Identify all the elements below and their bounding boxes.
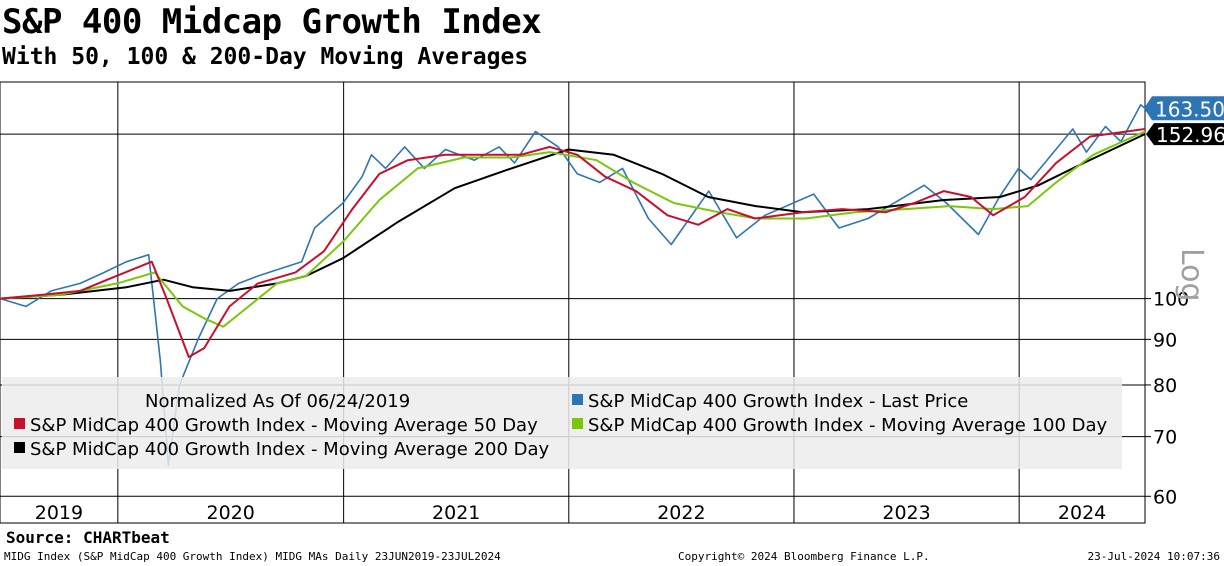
last-value-label-price: 163.50 [1144, 96, 1224, 121]
x-tick-label: 2019 [35, 502, 83, 524]
svg-text:163.50: 163.50 [1155, 97, 1224, 121]
y-tick-label: 60 [1153, 486, 1177, 508]
legend-swatch [14, 418, 25, 429]
y-axis: 60 70 80 90 100 [1145, 289, 1189, 508]
y-tick-label: 70 [1153, 427, 1177, 449]
x-tick-label: 2023 [882, 502, 930, 524]
legend-swatch [14, 442, 25, 453]
chart-frame [0, 81, 1146, 524]
svg-text:152.96: 152.96 [1156, 123, 1224, 147]
legend-entry: S&P MidCap 400 Growth Index - Moving Ave… [30, 415, 538, 436]
y-tick-label: 90 [1153, 329, 1177, 351]
footer-timestamp: 23-Jul-2024 10:07:36 [1087, 550, 1220, 563]
y-tick-label: 100 [1153, 289, 1189, 311]
y-tick-label: 80 [1153, 375, 1177, 397]
legend-entry: S&P MidCap 400 Growth Index - Last Price [588, 391, 968, 412]
chart-subtitle: With 50, 100 & 200-Day Moving Averages [2, 44, 529, 70]
x-tick-label: 2021 [432, 502, 480, 524]
legend-swatch [572, 394, 583, 405]
footer-ticker-info: MIDG Index (S&P MidCap 400 Growth Index)… [4, 550, 501, 563]
x-tick-label: 2022 [657, 502, 705, 524]
legend: Normalized As Of 06/24/2019 S&P MidCap 4… [2, 377, 1122, 469]
legend-note: Normalized As Of 06/24/2019 [145, 391, 410, 412]
series-line-2 [0, 130, 1146, 328]
legend-entry: S&P MidCap 400 Growth Index - Moving Ave… [30, 439, 550, 460]
series-line-3 [0, 133, 1146, 300]
source-label: Source: CHARTbeat [6, 528, 170, 547]
x-tick-label: 2020 [207, 502, 255, 524]
legend-box [2, 377, 1122, 469]
x-tick-label: 2024 [1058, 502, 1106, 524]
x-axis: 2019 2020 2021 2022 2023 2024 [35, 502, 1107, 524]
series-line-1 [0, 128, 1146, 358]
chart-title: S&P 400 Midcap Growth Index [2, 2, 542, 42]
legend-entry: S&P MidCap 400 Growth Index - Moving Ave… [588, 415, 1108, 436]
footer-copyright: Copyright© 2024 Bloomberg Finance L.P. [678, 550, 930, 563]
last-value-label-200day: 152.96 [1146, 123, 1224, 147]
scale-label: Log [1174, 248, 1209, 302]
legend-swatch [572, 418, 583, 429]
